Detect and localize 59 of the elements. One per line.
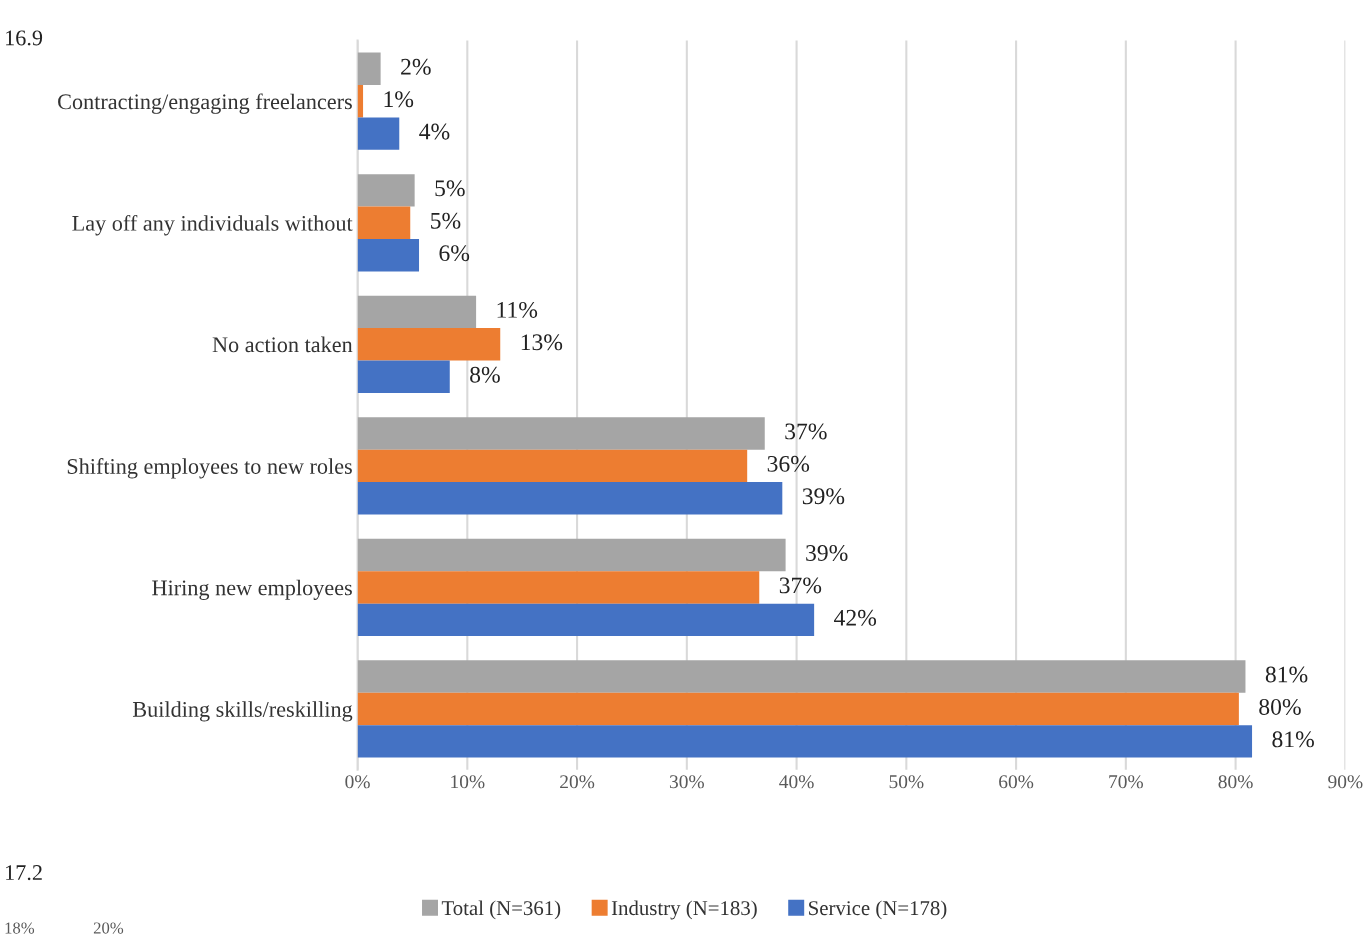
data-label: 11% — [497, 301, 538, 318]
text: 18% — [5, 922, 35, 934]
bar — [357, 360, 450, 393]
text: 16.9 — [6, 30, 43, 46]
x-tick-label: 10% — [451, 775, 485, 789]
data-label: 37% — [779, 577, 822, 594]
x-tick-label: 50% — [889, 775, 924, 789]
y-tick-label: Hiring new employees — [152, 579, 352, 600]
x-tick-label: 20% — [560, 775, 595, 789]
bar — [357, 328, 501, 361]
bar — [357, 725, 1253, 758]
data-label: 80% — [1259, 698, 1301, 715]
data-label: 2% — [401, 58, 431, 75]
x-tick-label: 40% — [779, 775, 814, 789]
y-tick-label: Lay off any individuals without — [72, 214, 353, 236]
data-label: 1% — [384, 91, 414, 108]
data-label: 13% — [521, 334, 563, 351]
y-tick-label: No action taken — [212, 336, 353, 353]
data-label: 39% — [806, 544, 848, 561]
x-tick-label: 70% — [1109, 775, 1143, 789]
data-label: 6% — [439, 245, 470, 262]
x-tick-label: 30% — [669, 775, 704, 789]
data-label: 36% — [767, 455, 810, 472]
bar — [357, 482, 783, 515]
bar — [357, 174, 415, 207]
bar — [357, 206, 411, 239]
bar — [357, 660, 1246, 693]
bar — [357, 571, 760, 604]
bar — [357, 449, 748, 483]
data-label: 37% — [785, 423, 827, 440]
data-label: 4% — [419, 123, 450, 140]
x-tick-label: 0% — [345, 775, 370, 789]
bar — [357, 692, 1239, 726]
data-label: 5% — [435, 180, 465, 197]
bar — [357, 417, 765, 450]
x-tick-label: 90% — [1328, 775, 1363, 789]
data-label: 42% — [834, 609, 877, 626]
x-tick-label: 80% — [1218, 775, 1253, 789]
data-label: 39% — [802, 488, 845, 505]
legend-label: Total (N=361) — [441, 900, 561, 920]
bar — [357, 238, 420, 272]
bar — [357, 538, 786, 572]
bar — [357, 52, 381, 86]
bar — [357, 295, 477, 329]
y-tick-label: Shifting employees to new roles — [67, 458, 352, 479]
data-label: 81% — [1272, 731, 1314, 748]
text: 20% — [93, 922, 124, 934]
y-tick-label: Contracting/engaging freelancers — [58, 93, 352, 114]
data-label: 5% — [431, 212, 461, 229]
data-label: 81% — [1265, 666, 1308, 683]
bar — [357, 603, 815, 637]
bar — [357, 117, 400, 150]
legend-label: Industry (N=183) — [611, 900, 757, 920]
x-tick-label: 60% — [999, 775, 1034, 789]
data-label: 8% — [470, 366, 500, 383]
y-tick-label: Building skills/reskilling — [132, 701, 353, 722]
text: 17.2 — [6, 865, 42, 881]
legend-label: Service (N=178) — [809, 900, 947, 920]
bar — [357, 85, 364, 118]
